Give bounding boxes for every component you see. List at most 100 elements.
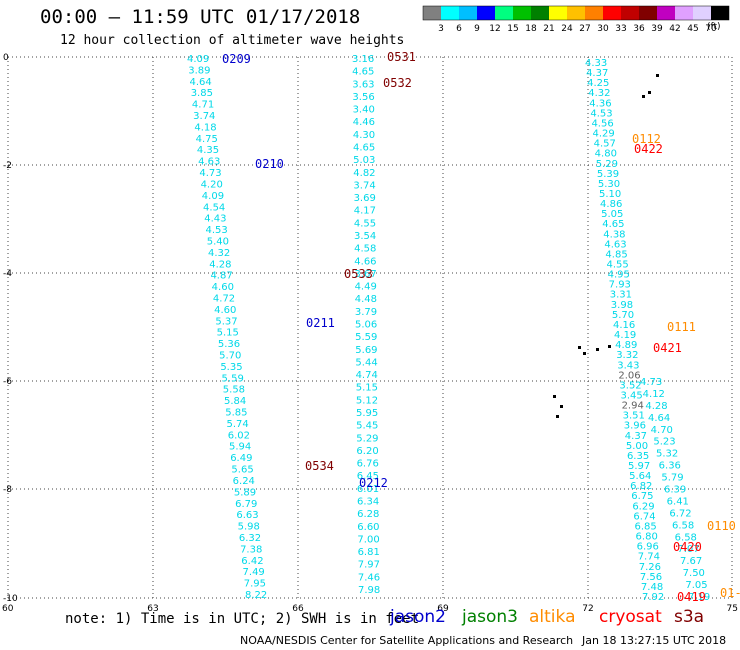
track-a-value: 4.54 xyxy=(203,202,225,213)
island-marker xyxy=(583,352,586,355)
track-d-value: 6.72 xyxy=(669,508,691,519)
track-d-value: 7.67 xyxy=(680,556,702,567)
track-c-value: 4.63 xyxy=(604,239,626,250)
track-b-value: 6.20 xyxy=(356,446,378,457)
note-text: note: 1) Time is in UTC; 2) SWH is in fe… xyxy=(65,611,420,627)
track-b-value: 3.69 xyxy=(354,193,376,204)
time-label: 0534 xyxy=(305,459,334,473)
track-a-value: 4.09 xyxy=(202,191,224,202)
track-b-value: 5.06 xyxy=(355,320,377,331)
track-b-value: 5.45 xyxy=(356,421,378,432)
track-b-value: 3.63 xyxy=(352,79,374,90)
track-a-value: 4.60 xyxy=(214,305,236,316)
track-c-value: 2.94 xyxy=(622,401,644,412)
track-c-value: 6.85 xyxy=(634,521,656,532)
track-d-value: 7.50 xyxy=(683,568,705,579)
track-a-value: 4.71 xyxy=(192,100,214,111)
track-b-value: 4.65 xyxy=(352,67,374,78)
track-c-value: 7.92 xyxy=(642,592,664,603)
track-a-value: 6.63 xyxy=(236,510,258,521)
time-label: 0112 xyxy=(632,132,661,146)
track-b-value: 5.69 xyxy=(355,345,377,356)
track-d-value: 6.39 xyxy=(664,485,686,496)
colorbar-swatch xyxy=(675,6,693,20)
track-c-value: 6.80 xyxy=(636,532,658,543)
track-c-value: 3.51 xyxy=(623,411,645,422)
track-c-value: 4.37 xyxy=(586,68,608,79)
track-d-value: 6.58 xyxy=(675,532,697,543)
legend-jason2: jason2 xyxy=(390,607,446,627)
track-d-value: 7.07 xyxy=(677,544,699,555)
track-a-value: 4.75 xyxy=(196,134,218,145)
track-a-value: 5.85 xyxy=(225,408,247,419)
x-tick-label: 72 xyxy=(582,604,593,614)
track-a-value: 4.43 xyxy=(204,214,226,225)
time-label: 0420 xyxy=(673,540,702,554)
colorbar-label: 45 xyxy=(687,24,698,34)
track-b-value: 6.60 xyxy=(357,522,379,533)
track-b-value: 5.29 xyxy=(356,433,378,444)
track-a-value: 7.95 xyxy=(244,579,266,590)
track-c-value: 5.64 xyxy=(629,471,651,482)
time-label: 0111 xyxy=(667,320,696,334)
x-tick-label: 63 xyxy=(147,604,158,614)
track-c-value: 4.89 xyxy=(615,340,637,351)
colorbar-label: 30 xyxy=(597,24,609,34)
track-b-value: 6.81 xyxy=(358,547,380,558)
track-c-value: 5.97 xyxy=(628,461,650,472)
track-c-value: 4.85 xyxy=(605,249,627,260)
track-d-value: 7.05 xyxy=(685,580,707,591)
colorbar-label: 3 xyxy=(438,24,444,34)
colorbar-swatch xyxy=(621,6,639,20)
track-a-value: 6.32 xyxy=(239,533,261,544)
colorbar-swatch xyxy=(441,6,459,20)
y-tick-label: -8 xyxy=(3,485,12,495)
track-b-value: 3.40 xyxy=(353,105,375,116)
colorbar-label: 33 xyxy=(615,24,626,34)
track-c-value: 4.86 xyxy=(600,199,622,210)
colorbar-label: 21 xyxy=(543,24,554,34)
island-marker xyxy=(553,395,556,398)
track-c-value: 7.93 xyxy=(609,280,631,291)
track-c-value: 4.33 xyxy=(585,58,607,69)
track-a-value: 4.63 xyxy=(198,157,220,168)
track-a-value: 5.94 xyxy=(229,442,251,453)
colorbar-label: 9 xyxy=(474,24,480,34)
colorbar-label: 15 xyxy=(507,24,518,34)
track-a-value: 5.36 xyxy=(218,339,240,350)
track-c-value: 5.05 xyxy=(601,209,623,220)
y-tick-label: -4 xyxy=(3,269,12,279)
track-d-value: 4.12 xyxy=(643,389,665,400)
track-c-value: 4.53 xyxy=(590,108,612,119)
colorbar-label: 36 xyxy=(633,24,645,34)
track-c-value: 3.32 xyxy=(616,350,638,361)
island-marker xyxy=(560,405,563,408)
track-a-value: 4.53 xyxy=(206,225,228,236)
x-tick-label: 75 xyxy=(727,604,738,614)
track-a-value: 5.58 xyxy=(223,385,245,396)
track-c-value: 4.38 xyxy=(603,229,625,240)
track-b-value: 7.00 xyxy=(357,534,379,545)
track-c-value: 4.19 xyxy=(614,330,636,341)
x-tick-label: 66 xyxy=(292,604,304,614)
track-a-value: 4.64 xyxy=(189,77,211,88)
track-c-value: 3.43 xyxy=(617,360,639,371)
page-title: 00:00 – 11:59 UTC 01/17/2018 xyxy=(40,6,361,28)
colorbar-swatch xyxy=(531,6,549,20)
track-c-value: 6.29 xyxy=(632,501,654,512)
time-label: 0419 xyxy=(677,590,706,604)
track-c-value: 3.31 xyxy=(610,290,632,301)
track-a-value: 4.60 xyxy=(212,282,234,293)
track-a-value: 5.65 xyxy=(231,465,253,476)
island-marker xyxy=(648,91,651,94)
y-tick-label: 0 xyxy=(3,53,9,63)
track-c-value: 4.95 xyxy=(608,270,630,281)
track-c-value: 3.45 xyxy=(620,390,642,401)
track-b-value: 3.79 xyxy=(355,307,377,318)
track-b-value: 6.34 xyxy=(357,497,379,508)
track-d-value: 5.32 xyxy=(656,449,678,460)
track-b-value: 5.95 xyxy=(356,408,378,419)
track-d-value: 6.41 xyxy=(667,496,689,507)
track-b-value: 6.45 xyxy=(357,471,379,482)
